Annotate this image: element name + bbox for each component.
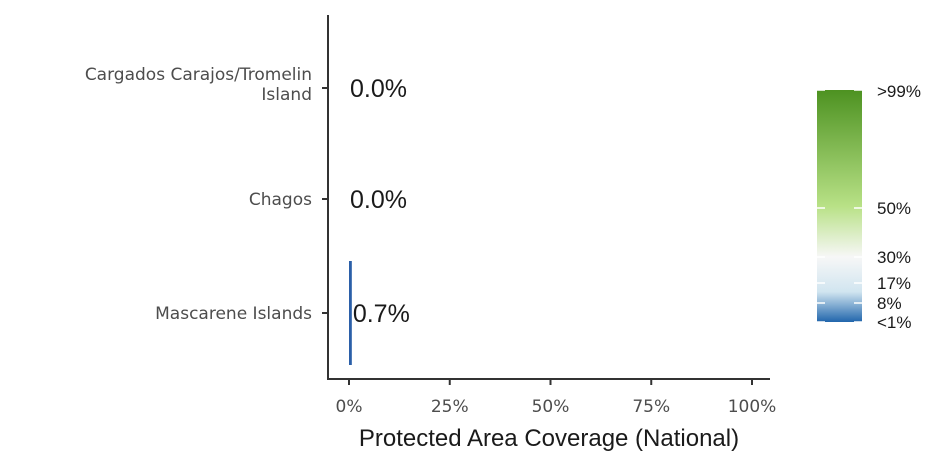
color-legend: >99% 50% 30% 17%8%<1% [817, 82, 921, 332]
x-tick-label: 0% [336, 397, 363, 417]
colorbar-ticks: >99% 50% 30% 17%8%<1% [817, 82, 921, 332]
bar [349, 261, 352, 365]
category-label: Mascarene Islands [155, 304, 312, 324]
category-label-line: Island [261, 85, 312, 105]
category-label-line: Mascarene Islands [155, 304, 312, 324]
x-tick-label: 75% [632, 397, 670, 417]
x-tick-label: 50% [532, 397, 570, 417]
x-tick-label: 100% [728, 397, 777, 417]
category-label-line: Cargados Carajos/Tromelin [85, 65, 312, 85]
data-label: 0.0% [350, 75, 407, 103]
category-label-line: Chagos [249, 190, 312, 210]
category-label: Chagos [249, 190, 312, 210]
bars [349, 261, 352, 365]
legend-label: >99% [877, 82, 921, 101]
data-label: 0.0% [350, 186, 407, 214]
legend-label: <1% [877, 313, 912, 332]
legend-label: 17% [877, 274, 911, 293]
category-label: Cargados Carajos/Tromelin Island [85, 65, 312, 105]
x-axis-title: Protected Area Coverage (National) [359, 425, 739, 452]
x-tick-label: 25% [431, 397, 469, 417]
y-axis-ticks: Cargados Carajos/Tromelin Island Chagos Mas… [85, 65, 328, 324]
data-label: 0.7% [353, 300, 410, 328]
legend-label: 50% [877, 199, 911, 218]
legend-label: 8% [877, 294, 902, 313]
x-axis-ticks: 0% 25% 50% 75% 100% [336, 379, 777, 417]
legend-label: 30% [877, 248, 911, 267]
data-labels: 0.0% 0.0% 0.7% [350, 75, 410, 328]
colorbar [817, 90, 862, 322]
